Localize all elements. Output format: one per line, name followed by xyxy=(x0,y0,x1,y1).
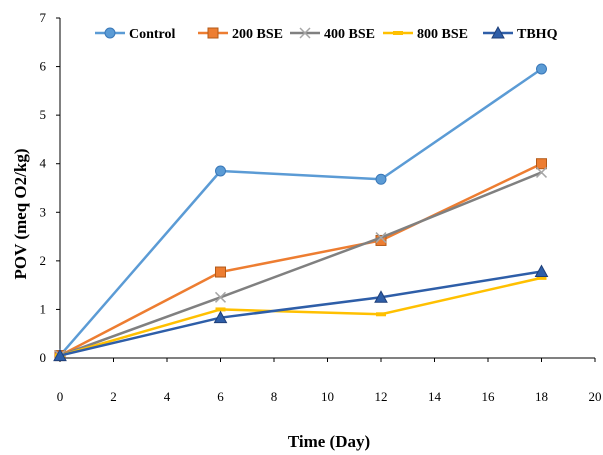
y-tick-label: 4 xyxy=(40,156,47,171)
legend-label: 800 BSE xyxy=(417,27,468,42)
series-control xyxy=(54,63,547,362)
data-point-tbhq xyxy=(53,348,67,362)
data-point-200-bse xyxy=(215,266,226,278)
data-point-400-bse xyxy=(535,166,548,178)
y-tick-label: 6 xyxy=(40,59,47,74)
data-point-tbhq xyxy=(374,290,388,303)
x-tick-label: 8 xyxy=(271,389,278,404)
marker-stroke xyxy=(214,291,227,303)
x-tick-label: 12 xyxy=(375,389,388,404)
x-tick-label: 18 xyxy=(535,389,548,404)
data-point-control xyxy=(375,173,387,185)
legend-marker xyxy=(104,27,116,39)
legend-item-200-bse: 200 BSE xyxy=(198,27,283,42)
data-point-800-bse xyxy=(536,275,547,280)
data-point-400-bse xyxy=(214,291,227,303)
series-tbhq xyxy=(53,264,549,362)
chart-axes xyxy=(59,18,595,359)
legend-label: Control xyxy=(129,27,176,42)
data-point-800-bse xyxy=(376,312,386,317)
y-tick-label: 2 xyxy=(40,253,47,268)
x-tick-label: 6 xyxy=(217,389,224,404)
series-line-800-bse xyxy=(59,276,542,357)
y-tick-label: 7 xyxy=(40,10,47,25)
legend-item-400-bse: 400 BSE xyxy=(290,27,375,42)
legend-item-control: Control xyxy=(95,27,176,42)
marker-stroke xyxy=(535,166,548,178)
legend-marker xyxy=(299,27,311,39)
series-400-bse xyxy=(54,166,548,362)
x-tick-label: 2 xyxy=(110,389,117,404)
data-point-400-bse xyxy=(375,232,387,244)
y-tick-label: 1 xyxy=(40,301,47,316)
marker-stroke xyxy=(375,232,387,244)
series-line-tbhq xyxy=(59,270,542,357)
marker-stroke xyxy=(299,27,311,39)
y-axis-title: POV (meq O2/kg) xyxy=(11,149,30,280)
legend-marker xyxy=(393,31,403,35)
y-tick-label: 5 xyxy=(40,107,47,122)
x-tick-label: 0 xyxy=(57,389,64,404)
data-point-tbhq xyxy=(534,264,549,278)
x-axis-title: Time (Day) xyxy=(288,432,370,451)
legend-marker xyxy=(207,27,219,39)
data-point-800-bse xyxy=(215,307,226,312)
legend-label: 200 BSE xyxy=(232,27,283,42)
data-point-control xyxy=(215,165,226,177)
y-tick-label: 3 xyxy=(40,204,47,219)
legend-item-800-bse: 800 BSE xyxy=(383,27,468,42)
data-point-200-bse xyxy=(536,158,547,170)
chart-legend: Control 200 BSE 400 BSE 800 BSE TBHQ xyxy=(95,25,558,42)
legend-label: TBHQ xyxy=(517,27,558,42)
series-line-200-bse xyxy=(59,162,543,357)
series-layer xyxy=(53,63,549,362)
data-point-control xyxy=(536,63,547,75)
x-tick-label: 14 xyxy=(428,389,442,404)
series-800-bse xyxy=(55,275,547,358)
legend-item-tbhq: TBHQ xyxy=(483,25,558,42)
legend-label: 400 BSE xyxy=(324,27,375,42)
data-point-tbhq xyxy=(213,310,228,324)
series-line-control xyxy=(59,67,543,357)
x-tick-label: 20 xyxy=(589,389,602,404)
y-tick-label: 0 xyxy=(40,350,47,365)
x-tick-label: 10 xyxy=(321,389,334,404)
x-tick-label: 16 xyxy=(482,389,496,404)
series-line-400-bse xyxy=(59,171,542,357)
legend-marker xyxy=(491,25,505,39)
x-tick-label: 4 xyxy=(164,389,171,404)
